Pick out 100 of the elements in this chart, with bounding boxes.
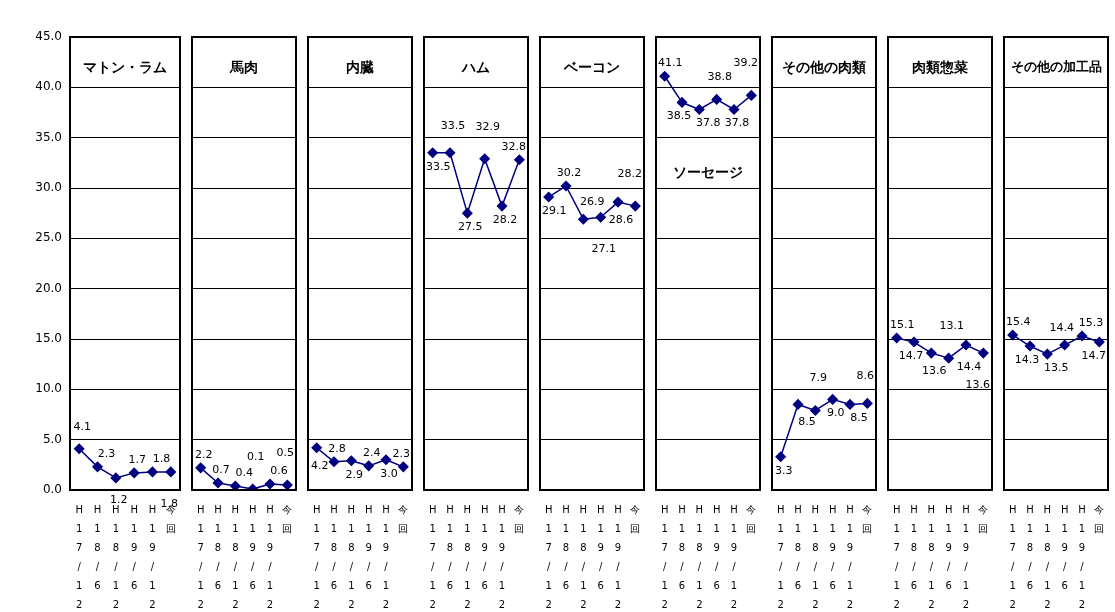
point [543, 191, 554, 203]
data-label: 14.7 [1081, 348, 1106, 362]
x-tick-label: H18/6 [678, 504, 686, 592]
point [311, 442, 322, 453]
point [346, 455, 357, 467]
data-label: 13.5 [1044, 360, 1069, 374]
x-tick-label: H18/6 [330, 504, 338, 592]
point [212, 477, 224, 489]
x-tick-label: 今回 [514, 504, 525, 535]
data-label: 2.3 [392, 446, 410, 460]
x-tick-label: 今回 [282, 504, 293, 535]
x-tick-label: H19/12 [1078, 504, 1086, 611]
point [728, 104, 740, 115]
text: 内臓 [346, 58, 374, 75]
point [514, 154, 525, 166]
data-label: 1.7 [128, 452, 146, 466]
data-label: 4.1 [73, 419, 91, 433]
point [960, 339, 972, 351]
point [908, 336, 920, 348]
point [943, 352, 954, 364]
point [496, 200, 508, 212]
data-label: 3.3 [774, 463, 793, 477]
data-label: 41.1 [658, 56, 683, 70]
point [746, 90, 757, 101]
point [891, 332, 902, 344]
point [462, 207, 473, 219]
x-tick-label: H19/6 [596, 504, 605, 592]
point [810, 405, 821, 416]
data-label: 2.4 [362, 445, 381, 459]
data-label: 15.1 [890, 317, 915, 331]
data-label: 29.1 [542, 203, 567, 217]
point [1042, 348, 1053, 360]
x-tick-label: H18/6 [1026, 504, 1034, 592]
point [560, 180, 572, 192]
point [694, 104, 705, 115]
y-tick-label: 40.0 [35, 79, 62, 94]
x-tick-label: H19/12 [148, 504, 157, 611]
x-tick-label: H17/12 [776, 504, 785, 611]
data-label: 15.3 [1078, 315, 1104, 329]
text: ハム [461, 58, 490, 75]
y-tick-label: 15.0 [35, 331, 62, 346]
x-tick-label: H19/6 [1060, 504, 1069, 592]
data-label: 27.5 [458, 220, 483, 234]
x-tick-label: H17/12 [312, 504, 321, 611]
point [659, 71, 670, 82]
x-tick-label: 今回 [746, 504, 757, 535]
text: ベーコン [563, 58, 620, 75]
x-tick-label: 今回 [398, 504, 409, 535]
x-tick-label: H19/6 [944, 504, 953, 592]
point [282, 479, 293, 490]
x-tick-label: 今回 [1094, 504, 1105, 535]
x-tick-label: H18/6 [446, 504, 454, 592]
data-label: 14.4 [1049, 320, 1074, 334]
x-tick-label: H19/6 [480, 504, 489, 592]
x-tick-label: H19/12 [614, 504, 622, 611]
data-label: 38.5 [666, 109, 692, 123]
x-tick-label: H18/12 [231, 504, 240, 611]
y-tick-label: 35.0 [35, 129, 62, 144]
x-tick-label: H19/6 [712, 504, 721, 592]
point [1024, 340, 1036, 352]
point [444, 147, 456, 159]
x-tick-label: H17/12 [892, 504, 901, 611]
data-label: 38.8 [707, 70, 732, 84]
point [630, 200, 641, 212]
point [230, 480, 241, 490]
point [612, 196, 624, 208]
point [328, 456, 340, 468]
data-label: 8.6 [856, 369, 874, 383]
x-tick-label: 今回 [630, 504, 641, 535]
x-tick-label: H18/12 [347, 504, 356, 611]
point [128, 467, 140, 479]
data-label: 8.5 [798, 415, 816, 429]
data-label: 14.7 [898, 348, 924, 362]
x-tick-label: H18/6 [214, 504, 222, 592]
x-tick-label: H19/12 [382, 504, 390, 611]
data-label: 1.2 [110, 492, 128, 506]
x-tick-label: H17/12 [1008, 504, 1017, 611]
point [978, 347, 989, 359]
x-tick-label: H18/12 [695, 504, 704, 611]
data-label: 3.0 [380, 466, 398, 480]
y-tick-label: 5.0 [42, 431, 62, 446]
data-label: 0.6 [270, 463, 288, 477]
x-tick-label: H19/6 [828, 504, 837, 592]
data-label: 32.8 [501, 139, 526, 153]
text: その他の肉類 [782, 58, 866, 75]
x-tick-label: H18/6 [794, 504, 802, 592]
point [363, 460, 374, 472]
x-tick-label: H19/6 [364, 504, 373, 592]
point [676, 97, 688, 108]
x-tick-label: H17/12 [428, 504, 437, 611]
data-label: 26.9 [580, 195, 605, 209]
x-tick-label: H18/6 [562, 504, 570, 592]
data-label: 0.5 [276, 445, 294, 459]
y-tick-label: 45.0 [35, 29, 62, 44]
data-label: 0.7 [212, 462, 230, 476]
point [595, 211, 606, 223]
point [844, 399, 856, 410]
x-tick-label: H18/12 [579, 504, 588, 611]
point [398, 461, 409, 473]
data-label: 28.2 [617, 166, 642, 180]
